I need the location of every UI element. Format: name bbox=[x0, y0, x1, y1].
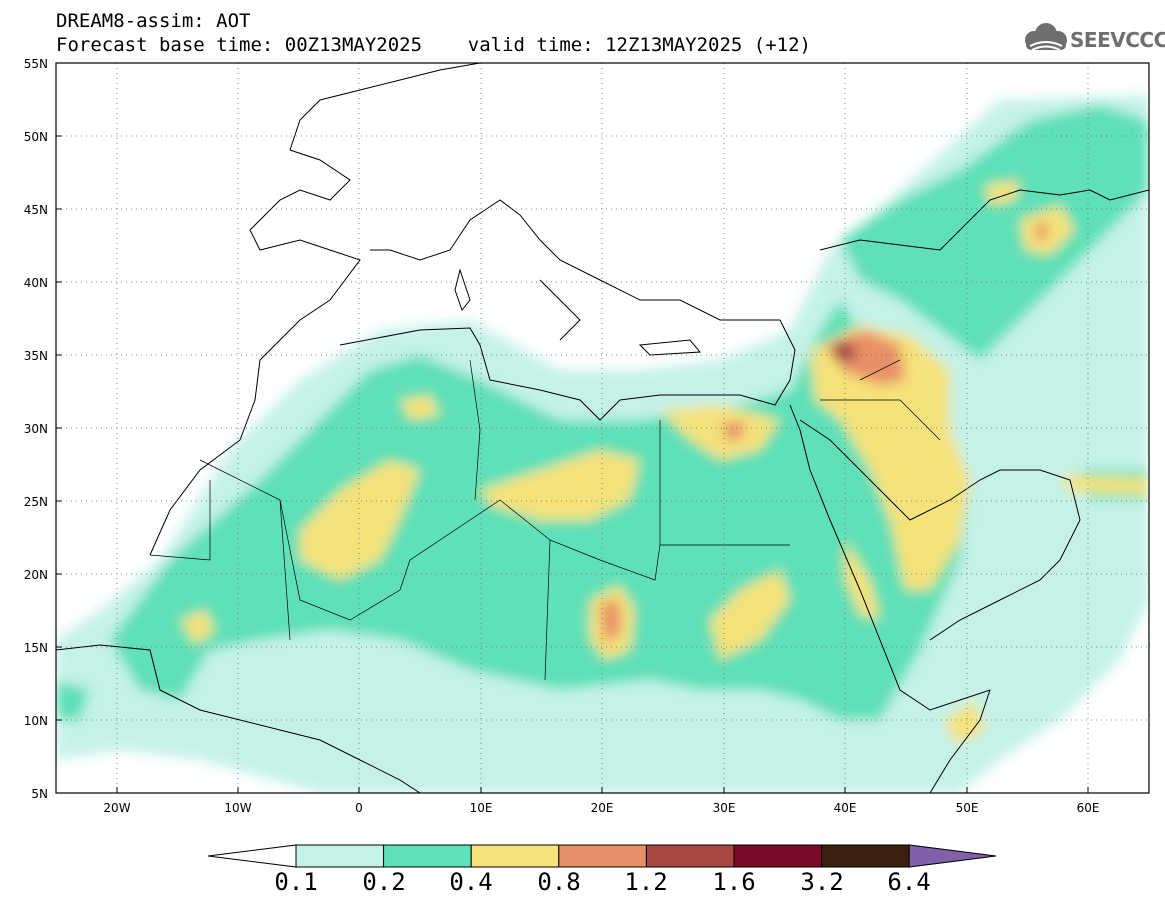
colorbar-label: 0.1 bbox=[274, 868, 318, 896]
lon-label: 20W bbox=[103, 801, 130, 815]
colorbar-label: 0.8 bbox=[537, 868, 581, 896]
lat-label: 20N bbox=[24, 568, 48, 582]
ticks bbox=[56, 62, 1089, 794]
lat-label: 15N bbox=[24, 641, 48, 655]
lon-label: 60E bbox=[1077, 801, 1100, 815]
lat-label: 30N bbox=[24, 422, 48, 436]
colorbar-over-arrow bbox=[908, 844, 997, 868]
lat-label: 35N bbox=[24, 349, 48, 363]
colorbar-label: 3.2 bbox=[800, 868, 844, 896]
lat-label: 45N bbox=[24, 203, 48, 217]
colorbar-swatch bbox=[821, 844, 910, 868]
colorbar-swatch bbox=[383, 844, 472, 868]
chart-title: DREAM8-assim: AOT bbox=[56, 10, 251, 32]
lon-label: 40E bbox=[834, 801, 857, 815]
lon-label: 20E bbox=[591, 801, 614, 815]
graticule bbox=[56, 63, 1149, 793]
colorbar-swatch bbox=[645, 844, 735, 868]
lat-label: 40N bbox=[24, 276, 48, 290]
colorbar-swatch bbox=[733, 844, 823, 868]
colorbar-swatch bbox=[295, 844, 385, 868]
lon-label: 10W bbox=[224, 801, 251, 815]
lat-label: 25N bbox=[24, 495, 48, 509]
aot-shading bbox=[56, 95, 1149, 793]
longitude-labels: 20W 10W 0 10E 20E 30E 40E 50E 60E bbox=[103, 801, 1099, 815]
logo-text: SEEVCCC bbox=[1070, 28, 1165, 52]
lon-label: 10E bbox=[470, 801, 493, 815]
colorbar-label: 1.6 bbox=[712, 868, 756, 896]
colorbar-label: 0.2 bbox=[362, 868, 406, 896]
colorbar-swatch bbox=[470, 844, 560, 868]
lon-label: 0 bbox=[355, 801, 363, 815]
colorbar-label: 6.4 bbox=[887, 868, 931, 896]
country-borders bbox=[149, 359, 941, 681]
lat-label: 5N bbox=[31, 787, 48, 801]
cloud-icon bbox=[1025, 23, 1067, 51]
forecast-time-label: Forecast base time: 00Z13MAY2025 valid t… bbox=[56, 34, 811, 56]
colorbar-label: 0.4 bbox=[449, 868, 493, 896]
colorbar-label: 1.2 bbox=[624, 868, 668, 896]
lat-label: 10N bbox=[24, 714, 48, 728]
aot-level-0.4 bbox=[180, 180, 1149, 745]
colorbar-under-arrow bbox=[207, 844, 297, 868]
lon-label: 30E bbox=[713, 801, 736, 815]
coastlines bbox=[56, 63, 1149, 793]
aot-level-1.2 bbox=[832, 340, 856, 362]
lat-label: 50N bbox=[24, 130, 48, 144]
lat-label: 55N bbox=[24, 57, 48, 71]
colorbar bbox=[207, 844, 997, 868]
colorbar-swatch bbox=[558, 844, 647, 868]
lon-label: 50E bbox=[956, 801, 979, 815]
latitude-labels: 55N 50N 45N 40N 35N 30N 25N 20N 15N 10N … bbox=[24, 57, 48, 801]
